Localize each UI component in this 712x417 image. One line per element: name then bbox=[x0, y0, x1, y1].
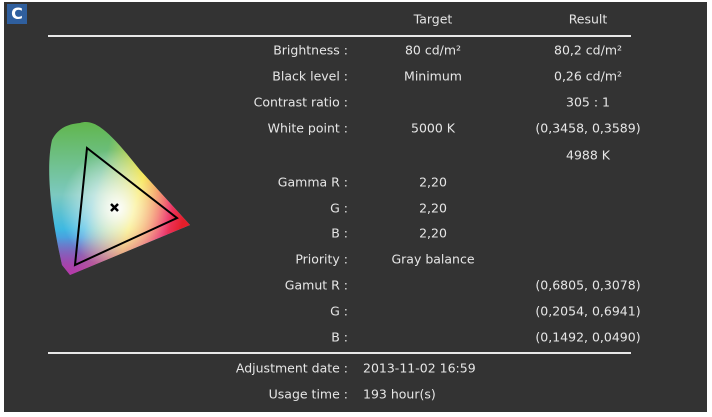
row-target: 2,20 bbox=[419, 225, 447, 241]
row-label: B : bbox=[331, 225, 348, 241]
divider-top bbox=[48, 35, 631, 37]
row-result: 80,2 cd/m² bbox=[553, 42, 623, 58]
row-result: (0,1492, 0,0490) bbox=[535, 329, 641, 345]
footer-value-usage-time: 193 hour(s) bbox=[363, 386, 436, 402]
row-target: 80 cd/m² bbox=[404, 42, 462, 58]
row-label: Contrast ratio : bbox=[253, 94, 348, 110]
row-result: (0,3458, 0,3589) bbox=[535, 120, 641, 136]
white-point-marker bbox=[110, 203, 119, 212]
footer-value-adjustment-date: 2013-11-02 16:59 bbox=[363, 360, 476, 376]
row-label: Black level : bbox=[272, 68, 348, 84]
footer-label-usage-time: Usage time : bbox=[268, 386, 348, 402]
row-label: G : bbox=[330, 303, 348, 319]
row-label: Priority : bbox=[295, 251, 348, 267]
header-result: Result bbox=[568, 11, 608, 27]
row-result: 0,26 cd/m² bbox=[553, 68, 623, 84]
row-label: White point : bbox=[267, 120, 348, 136]
row-result: 305 : 1 bbox=[566, 94, 610, 110]
cie-chromaticity-diagram-icon bbox=[49, 122, 190, 276]
row-target: Minimum bbox=[404, 68, 462, 84]
row-result: 4988 K bbox=[566, 147, 610, 163]
row-label: Gamut R : bbox=[284, 277, 348, 293]
row-result: (0,6805, 0,3078) bbox=[535, 277, 641, 293]
row-target: 5000 K bbox=[411, 120, 455, 136]
gamut-triangle bbox=[73, 146, 179, 267]
header-target: Target bbox=[413, 11, 453, 27]
row-label: B : bbox=[331, 329, 348, 345]
row-result: (0,2054, 0,6941) bbox=[535, 303, 641, 319]
footer-label-adjustment-date: Adjustment date : bbox=[235, 360, 348, 376]
row-label: Brightness : bbox=[273, 42, 348, 58]
row-label: Gamma R : bbox=[277, 174, 348, 190]
row-target: 2,20 bbox=[419, 200, 447, 216]
divider-bottom bbox=[48, 352, 631, 354]
row-target: 2,20 bbox=[419, 174, 447, 190]
row-target: Gray balance bbox=[391, 251, 475, 267]
row-label: G : bbox=[330, 200, 348, 216]
section-badge: C bbox=[7, 4, 27, 24]
